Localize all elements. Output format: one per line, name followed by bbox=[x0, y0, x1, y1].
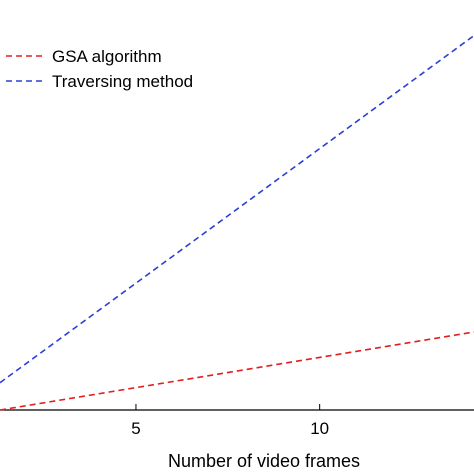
x-ticks: 5 10 bbox=[131, 404, 329, 438]
series-line-1 bbox=[0, 34, 474, 384]
x-tick-label-1: 10 bbox=[310, 419, 329, 438]
x-tick-label-0: 5 bbox=[131, 419, 140, 438]
x-axis-label: Number of video frames bbox=[168, 451, 360, 471]
series-layer bbox=[0, 34, 474, 411]
legend-label-0: GSA algorithm bbox=[52, 47, 162, 66]
series-line-0 bbox=[0, 331, 474, 411]
legend: GSA algorithm Traversing method bbox=[6, 47, 193, 91]
legend-label-1: Traversing method bbox=[52, 72, 193, 91]
